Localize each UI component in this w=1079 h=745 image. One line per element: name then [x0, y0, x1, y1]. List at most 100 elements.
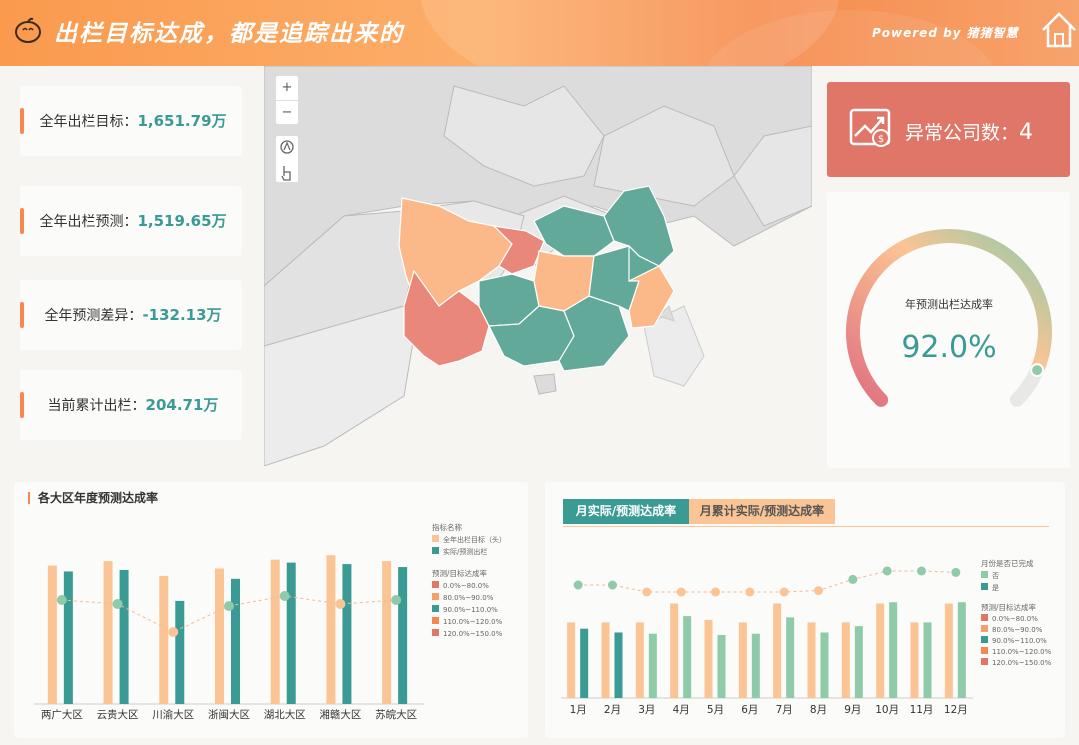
- header-decoration: [420, 0, 840, 66]
- target-bar: [807, 622, 816, 698]
- legend-item: 全年出栏目标（头）: [443, 535, 506, 544]
- target-bar: [103, 561, 113, 704]
- completion-gauge-card: 年预测出栏达成率 92.0%: [827, 192, 1070, 468]
- legend-item: 实际/预测出栏: [443, 547, 487, 556]
- actual-bar: [717, 635, 726, 698]
- legend-swatch: [432, 605, 439, 612]
- rate-point: [745, 587, 755, 597]
- kpi-accent-bar: [20, 392, 24, 418]
- month-label: 8月: [810, 704, 827, 716]
- actual-bar: [820, 632, 829, 698]
- legend-item: 90.0%~110.0%: [443, 606, 498, 614]
- legend-swatch: [432, 547, 439, 554]
- kpi-current-total: 当前累计出栏：204.71万: [20, 370, 242, 440]
- zoom-in-button[interactable]: +: [281, 80, 293, 95]
- target-bar: [841, 622, 850, 698]
- legend-item: 110.0%~120.0%: [992, 648, 1052, 656]
- category-label: 川渝大区: [152, 708, 194, 721]
- kpi-annual-forecast: 全年出栏预测：1,519.65万: [20, 186, 242, 256]
- category-label: 湖北大区: [264, 708, 306, 721]
- legend-item: 120.0%~150.0%: [443, 630, 503, 638]
- kpi-annual-target: 全年出栏目标：1,651.79万: [20, 86, 242, 156]
- target-bar: [326, 555, 336, 704]
- completion-gauge: 年预测出栏达成率 92.0%: [846, 229, 1052, 407]
- rate-point: [391, 595, 402, 605]
- actual-bar: [957, 602, 966, 698]
- legend-swatch: [432, 535, 439, 542]
- kpi-forecast-diff: 全年预测差异：-132.13万: [20, 280, 242, 350]
- month-label: 1月: [570, 704, 587, 716]
- chart-alert-icon: $: [849, 108, 891, 147]
- hand-pointer-icon[interactable]: [276, 162, 298, 184]
- actual-bar: [751, 633, 760, 698]
- month-label: 9月: [844, 704, 861, 716]
- month-chart-panel: 月实际/预测达成率 月累计实际/预测达成率 1月 2月 3月 4月 5月 6月 7月 8月 9月…: [545, 482, 1065, 738]
- month-chart: 1月 2月 3月 4月 5月 6月 7月 8月 9月 10月 11月 12月 月份是否已完成否是预测/目…: [561, 558, 1052, 716]
- target-bar: [567, 622, 576, 698]
- target-bar: [910, 622, 919, 698]
- legend-title: 指标名称: [432, 522, 462, 532]
- legend-title: 预测/目标达成率: [981, 602, 1037, 612]
- target-bar: [601, 622, 610, 698]
- legend-swatch: [432, 593, 439, 600]
- kpi-label: 全年预测差异：: [44, 308, 143, 324]
- target-bar: [635, 622, 644, 698]
- kpi-accent-bar: [20, 108, 24, 134]
- legend-item: 否: [992, 572, 999, 580]
- gauge-fill: [846, 229, 1052, 407]
- category-label: 湘赣大区: [319, 708, 361, 721]
- legend-swatch: [432, 581, 439, 588]
- rate-point: [224, 601, 234, 611]
- category-label: 两广大区: [41, 708, 83, 721]
- actual-bar: [231, 578, 240, 704]
- target-bar: [738, 622, 747, 698]
- actual-bar: [580, 628, 589, 698]
- rate-point: [917, 566, 926, 576]
- kpi-value: -132.13万: [142, 306, 222, 324]
- legend-item: 是: [992, 584, 999, 592]
- month-label: 6月: [741, 704, 758, 716]
- rate-point: [642, 587, 652, 597]
- map-zoom-control: + −: [275, 75, 299, 125]
- legend-swatch: [432, 617, 439, 624]
- rate-point: [711, 587, 720, 597]
- kpi-label: 全年出栏目标：: [39, 114, 138, 130]
- target-bar: [382, 561, 392, 704]
- legend-swatch: [981, 571, 988, 578]
- rate-point: [951, 567, 961, 577]
- category-label: 云贵大区: [97, 708, 139, 721]
- legend-item: 110.0%~120.0%: [443, 618, 503, 626]
- tab-monthly[interactable]: 月实际/预测达成率: [563, 499, 689, 524]
- target-bar: [876, 603, 885, 698]
- rate-point: [814, 586, 823, 596]
- pumpkin-logo-icon: [15, 17, 41, 43]
- target-bar: [704, 619, 713, 698]
- month-label: 2月: [604, 704, 621, 716]
- zoom-out-button[interactable]: −: [276, 100, 298, 124]
- month-label: 5月: [707, 704, 724, 716]
- actual-bar: [648, 633, 657, 698]
- home-icon[interactable]: [1040, 10, 1078, 50]
- actual-bar: [63, 571, 73, 704]
- china-map[interactable]: [264, 66, 812, 466]
- tab-cumulative[interactable]: 月累计实际/预测达成率: [689, 499, 835, 524]
- tab-divider: [563, 526, 1049, 527]
- legend-title: 预测/目标达成率: [432, 568, 488, 578]
- select-tool-icon[interactable]: [276, 136, 298, 158]
- actual-bar: [854, 626, 863, 698]
- abnormal-label: 异常公司数：: [905, 122, 1020, 144]
- legend-swatch: [981, 614, 988, 621]
- legend-item: 0.0%~80.0%: [443, 582, 489, 590]
- gauge-value: 92.0%: [901, 330, 996, 365]
- actual-bar: [683, 616, 692, 698]
- gauge-title: 年预测出栏达成率: [905, 297, 993, 311]
- category-label: 浙闽大区: [208, 708, 250, 721]
- rate-point: [112, 599, 123, 609]
- month-label: 3月: [638, 704, 655, 716]
- category-label: 苏皖大区: [375, 708, 417, 721]
- gauge-knob: [1030, 363, 1045, 378]
- rate-point: [848, 574, 858, 584]
- month-label: 12月: [944, 704, 968, 716]
- legend-swatch: [981, 636, 988, 643]
- page-title: 出栏目标达成，都是追踪出来的: [54, 21, 404, 47]
